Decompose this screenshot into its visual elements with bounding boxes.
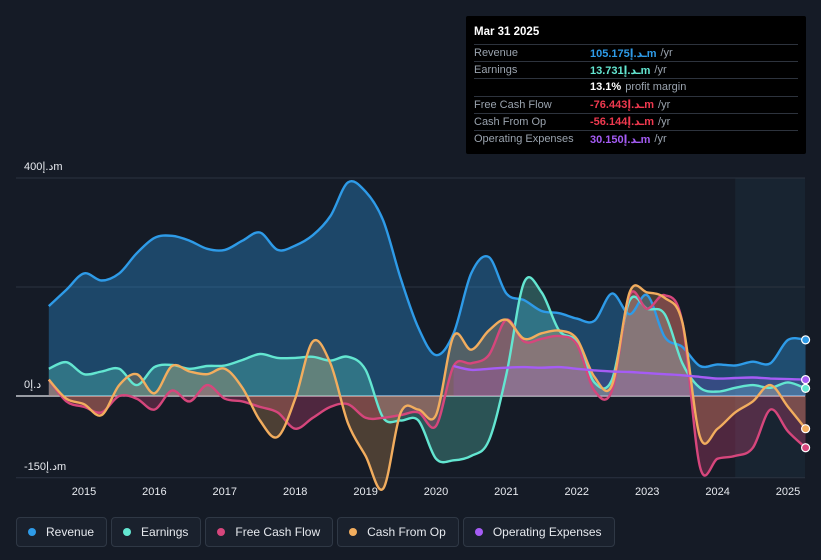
legend-dot-icon xyxy=(217,528,226,536)
legend-dot-icon xyxy=(349,528,358,536)
tooltip-label: Cash From Op xyxy=(474,115,547,128)
y-tick-label-top: 400د.إm xyxy=(24,161,63,173)
x-tick-label: 2021 xyxy=(494,486,518,498)
tooltip-label: Operating Expenses xyxy=(474,133,574,146)
tooltip-unit: /yr xyxy=(654,133,667,146)
x-tick-label: 2024 xyxy=(705,486,729,498)
legend-label: Free Cash Flow xyxy=(235,525,321,539)
tooltip-unit: /yr xyxy=(654,64,667,77)
x-tick-label: 2020 xyxy=(424,486,448,498)
legend-label: Cash From Op xyxy=(367,525,446,539)
grid-lines xyxy=(16,177,805,479)
tooltip-row-earnings: Earnings 13.731ـد.إm /yr xyxy=(474,61,798,78)
fcf-endpoint xyxy=(800,443,811,453)
legend-item-earnings[interactable]: Earnings xyxy=(111,517,202,547)
x-axis-ticks: 2015 2016 2017 2018 2019 2020 2021 2022 2023 2024… xyxy=(72,486,800,498)
revenue-area xyxy=(48,181,806,396)
x-tick-label: 2022 xyxy=(565,486,589,498)
series-lines xyxy=(47,180,807,491)
legend-dot-icon xyxy=(28,528,36,536)
series-areas xyxy=(48,181,806,490)
opex-endpoint xyxy=(800,375,811,385)
opex-area xyxy=(453,366,806,396)
x-tick-label: 2015 xyxy=(72,486,96,498)
legend-item-revenue[interactable]: Revenue xyxy=(16,517,108,547)
legend-item-cash-from-op[interactable]: Cash From Op xyxy=(337,517,459,547)
earnings-area xyxy=(48,277,806,463)
tooltip-value: 105.175ـد.إm xyxy=(590,47,657,60)
tooltip-value: 13.731ـد.إm xyxy=(590,64,651,77)
x-tick-label: 2025 xyxy=(776,486,800,498)
tooltip-label: Earnings xyxy=(474,64,518,77)
tooltip-row-revenue: Revenue 105.175ـد.إm /yr xyxy=(474,44,798,61)
tooltip-unit: /yr xyxy=(660,47,673,60)
tooltip-value: -56.144ـد.إm xyxy=(590,116,655,129)
cfo-endpoint xyxy=(800,424,811,434)
earnings-endpoint xyxy=(800,383,811,393)
x-tick-label: 2017 xyxy=(213,486,237,498)
tooltip-row-operating-expenses: Operating Expenses 30.150ـد.إm /yr xyxy=(474,129,798,147)
legend-dot-icon xyxy=(123,528,132,536)
tooltip-value: 13.1% xyxy=(590,81,622,94)
tooltip-unit: /yr xyxy=(658,115,671,128)
x-tick-label: 2019 xyxy=(353,486,377,498)
cfo-area xyxy=(48,285,806,490)
tooltip-unit: /yr xyxy=(658,98,671,111)
tooltip-row-profit-margin: 13.1% profit margin xyxy=(474,78,798,95)
tooltip-row-cash-from-op: Cash From Op -56.144ـد.إm /yr xyxy=(474,112,798,130)
opex-line xyxy=(453,364,806,381)
cfo-line xyxy=(47,284,807,491)
legend-item-operating-expenses[interactable]: Operating Expenses xyxy=(462,517,615,547)
tooltip-unit: profit margin xyxy=(625,81,687,94)
tooltip-label: Revenue xyxy=(474,47,519,60)
x-tick-label: 2016 xyxy=(142,486,166,498)
legend-item-free-cash-flow[interactable]: Free Cash Flow xyxy=(205,517,334,547)
tooltip-value: 30.150ـد.إm xyxy=(590,133,651,146)
revenue-endpoint xyxy=(800,335,811,345)
legend-label: Operating Expenses xyxy=(492,525,602,539)
tooltip-value: -76.443ـد.إm xyxy=(590,99,655,112)
x-tick-label: 2018 xyxy=(283,486,307,498)
legend-label: Earnings xyxy=(141,525,189,539)
tooltip-label: Free Cash Flow xyxy=(474,98,552,111)
y-tick-label-zero: 0د.إ xyxy=(24,379,42,391)
legend-dot-icon xyxy=(474,528,483,536)
x-tick-label: 2023 xyxy=(635,486,659,498)
revenue-line xyxy=(47,180,806,369)
forecast-shade xyxy=(735,178,805,478)
legend-label: Revenue xyxy=(46,525,95,539)
data-tooltip: Mar 31 2025 Revenue 105.175ـد.إm /yr Ear… xyxy=(466,16,806,154)
chart-legend: Revenue Earnings Free Cash Flow Cash Fro… xyxy=(16,517,615,549)
series-endpoints xyxy=(800,335,811,453)
tooltip-date: Mar 31 2025 xyxy=(474,26,540,38)
fcf-area xyxy=(48,291,806,476)
y-tick-label-bottom: -150د.إm xyxy=(24,461,67,473)
tooltip-row-free-cash-flow: Free Cash Flow -76.443ـد.إm /yr xyxy=(474,95,798,113)
